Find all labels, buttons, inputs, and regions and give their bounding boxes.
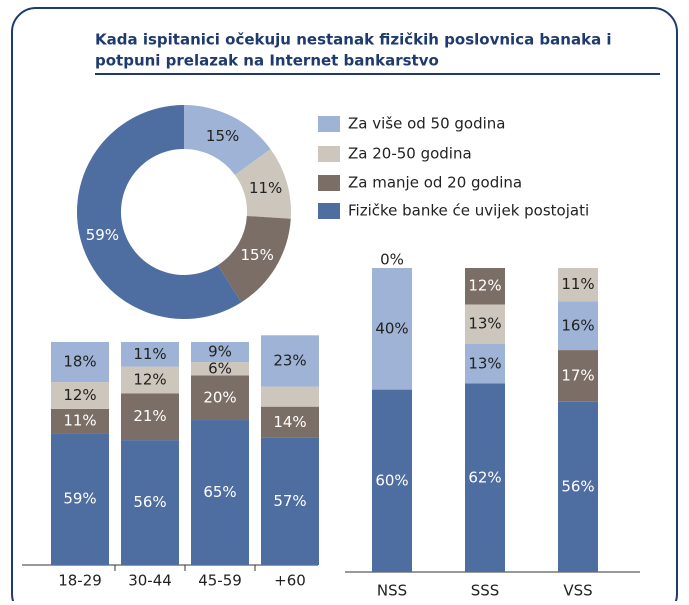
bar-segment bbox=[51, 408, 109, 434]
bar-segment bbox=[191, 420, 249, 565]
chart-title: potpuni prelazak na Internet bankarstvo bbox=[95, 52, 439, 70]
bar-segment bbox=[558, 301, 598, 351]
data-label: 40% bbox=[375, 319, 408, 337]
data-label: 60% bbox=[375, 471, 408, 489]
donut-slice bbox=[217, 215, 291, 303]
data-label: 17% bbox=[561, 366, 594, 384]
data-label: 59% bbox=[86, 226, 119, 244]
legend-swatch bbox=[318, 175, 340, 191]
donut-slice bbox=[76, 105, 242, 320]
data-label: 13% bbox=[468, 315, 501, 333]
donut-slice bbox=[234, 149, 292, 219]
data-label: 62% bbox=[468, 468, 501, 486]
bar-segment bbox=[372, 268, 412, 390]
data-label: 12% bbox=[133, 370, 166, 388]
bar-segment bbox=[191, 342, 249, 363]
data-label: 11% bbox=[561, 275, 594, 293]
data-label: 14% bbox=[273, 413, 306, 431]
x-tick-label: NSS bbox=[377, 582, 407, 600]
data-label: 21% bbox=[133, 407, 166, 425]
data-label: 11% bbox=[133, 345, 166, 363]
chart-title: Kada ispitanici očekuju nestanak fizički… bbox=[95, 31, 612, 49]
legend-label: Fizičke banke će uvijek postojati bbox=[348, 202, 589, 220]
legend-swatch bbox=[318, 203, 340, 219]
bar-segment bbox=[121, 393, 179, 441]
legend-label: Za manje od 20 godina bbox=[348, 174, 522, 192]
data-label: 18% bbox=[63, 353, 96, 371]
data-label: 15% bbox=[206, 127, 239, 145]
bar-segment bbox=[121, 440, 179, 565]
data-label: 65% bbox=[203, 483, 236, 501]
legend-swatch bbox=[318, 146, 340, 162]
data-label: 11% bbox=[63, 412, 96, 430]
x-tick-label: VSS bbox=[563, 582, 592, 600]
bar-segment bbox=[558, 401, 598, 572]
legend-swatch bbox=[318, 116, 340, 132]
bar-segment bbox=[465, 383, 505, 572]
bar-segment bbox=[372, 389, 412, 572]
data-label: 56% bbox=[561, 477, 594, 495]
bar-segment bbox=[261, 437, 319, 565]
data-label: 56% bbox=[133, 493, 166, 511]
data-label: 15% bbox=[240, 246, 273, 264]
bar-segment bbox=[261, 406, 319, 438]
legend-label: Za više od 50 godina bbox=[348, 115, 506, 133]
data-label: 20% bbox=[203, 388, 236, 406]
data-label: 23% bbox=[273, 351, 306, 369]
bar-segment bbox=[465, 268, 505, 305]
data-label: 57% bbox=[273, 492, 306, 510]
bar-segment bbox=[465, 344, 505, 384]
bar-segment bbox=[51, 382, 109, 409]
x-tick-label: 30-44 bbox=[128, 572, 172, 590]
bar-segment bbox=[261, 335, 319, 387]
data-label: 12% bbox=[468, 277, 501, 295]
data-label: 13% bbox=[468, 354, 501, 372]
bar-segment bbox=[191, 362, 249, 376]
bar-segment bbox=[558, 268, 598, 302]
bar-segment bbox=[261, 386, 319, 407]
x-tick-label: 45-59 bbox=[198, 572, 242, 590]
x-tick-label: 18-29 bbox=[58, 572, 102, 590]
bar-segment bbox=[191, 375, 249, 421]
data-label: 59% bbox=[63, 490, 96, 508]
bar-segment bbox=[465, 304, 505, 344]
x-tick-label: SSS bbox=[471, 582, 500, 600]
bar-segment bbox=[51, 433, 109, 565]
bar-segment bbox=[51, 342, 109, 383]
donut-slice bbox=[184, 105, 271, 175]
bar-segment bbox=[121, 366, 179, 394]
data-label: 12% bbox=[63, 386, 96, 404]
data-label: 11% bbox=[249, 179, 282, 197]
bar-segment bbox=[121, 342, 179, 367]
data-label: 9% bbox=[208, 343, 232, 361]
data-label: 16% bbox=[561, 316, 594, 334]
bar-segment bbox=[558, 350, 598, 402]
data-label: 6% bbox=[208, 359, 232, 377]
data-label: 0% bbox=[380, 251, 404, 269]
legend-label: Za 20-50 godina bbox=[348, 145, 472, 163]
frame bbox=[11, 7, 678, 605]
x-tick-label: +60 bbox=[274, 572, 306, 590]
